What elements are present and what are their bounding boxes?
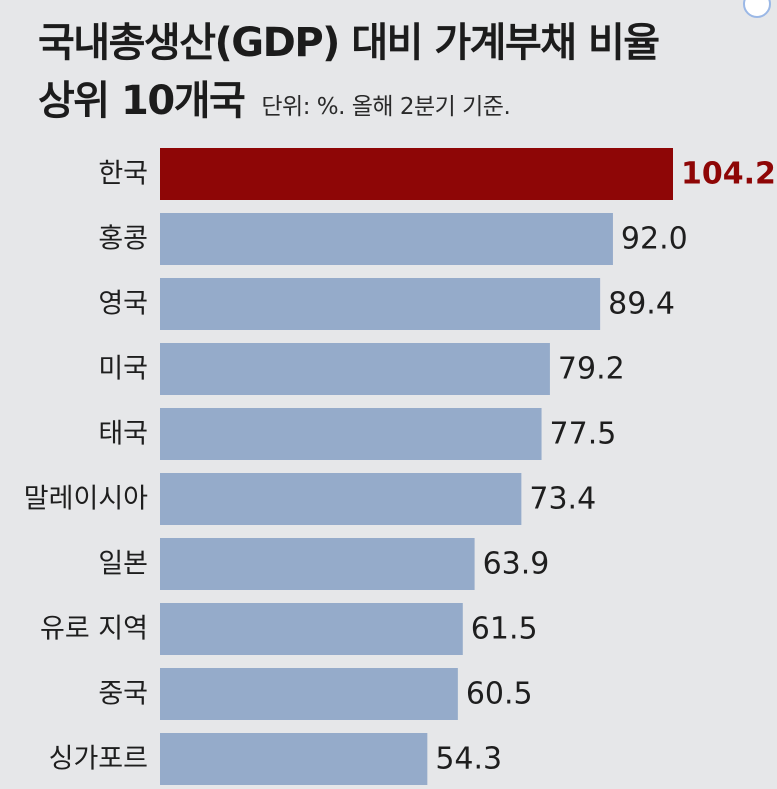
value-label: 63.9 [483,547,550,582]
category-label: 싱가포르 [49,744,148,775]
category-label: 홍콩 [98,224,148,255]
value-label: 92.0 [621,222,688,257]
value-label: 79.2 [558,352,625,387]
chart-subtitle: 단위: %. 올해 2분기 기준. [261,94,511,120]
category-label: 중국 [98,679,148,710]
category-label: 일본 [98,549,148,580]
chart-title-line2: 상위 10개국 [38,78,246,124]
category-label: 한국 [98,159,148,190]
category-label: 말레이시아 [24,484,148,515]
bar-7 [160,538,475,590]
category-label: 영국 [98,289,148,320]
bar-6 [160,473,522,525]
value-label: 104.2 [681,157,776,192]
bar-5 [160,408,542,460]
value-label: 77.5 [550,417,617,452]
bar-8 [160,603,463,655]
bar-10 [160,733,428,785]
category-label: 태국 [98,419,148,450]
bar-9 [160,668,458,720]
category-label: 유로 지역 [40,614,148,645]
category-label: 미국 [98,354,148,385]
chart-title-line1: 국내총생산(GDP) 대비 가계부채 비율 [38,20,660,66]
bar-2 [160,213,613,265]
value-label: 73.4 [529,482,596,517]
value-label: 54.3 [435,742,502,777]
chart-title-row2: 상위 10개국 단위: %. 올해 2분기 기준. [38,68,511,126]
bar-4 [160,343,550,395]
value-label: 61.5 [471,612,538,647]
bar-3 [160,278,601,330]
corner-badge-icon [743,0,771,18]
value-label: 89.4 [608,287,675,322]
bar-1 [160,148,673,200]
value-label: 60.5 [466,677,533,712]
